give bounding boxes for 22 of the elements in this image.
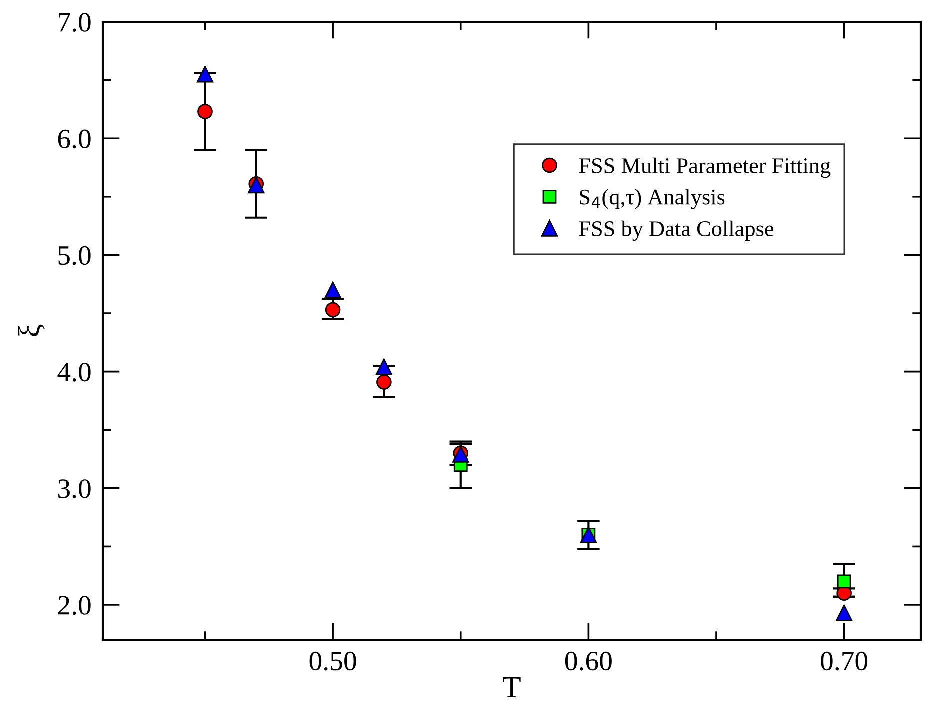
x-tick-label: 0.50 <box>310 652 356 671</box>
x-tick-label: 0.60 <box>565 652 612 671</box>
y-tick-label: 3.0 <box>58 480 91 498</box>
y-tick-label: 2.0 <box>58 596 91 616</box>
legend-label: FSS Multi Parameter Fitting <box>579 158 831 178</box>
point <box>376 374 392 390</box>
legend-label: S$_{4}$(q,τ) Analysis <box>580 189 725 210</box>
y-tick-label: 7.0 <box>59 13 91 32</box>
point <box>196 66 214 83</box>
point <box>324 282 342 299</box>
point <box>325 302 341 318</box>
point <box>837 574 852 589</box>
x-axis-title: T <box>503 677 521 698</box>
point <box>376 358 393 376</box>
point <box>198 104 213 120</box>
y-tick-label: 4.0 <box>58 362 91 382</box>
x-tick-label: 0.70 <box>821 652 868 671</box>
y-tick-label: 5.0 <box>58 246 91 266</box>
y-tick-label: 6.0 <box>58 130 91 149</box>
legend-label: FSS by Data Collapse <box>579 220 774 242</box>
y-axis-title: ξ <box>18 324 45 336</box>
point <box>836 604 853 622</box>
